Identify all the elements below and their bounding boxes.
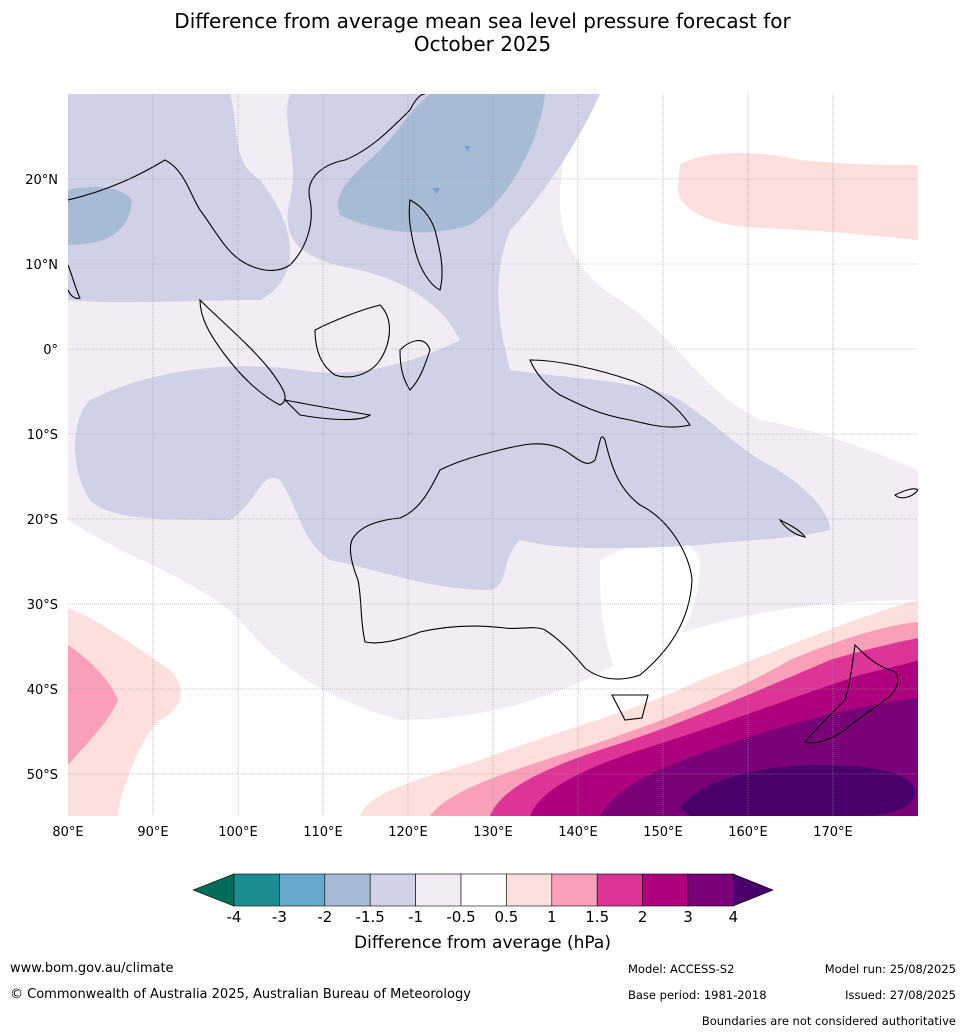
model-run-date: Model run: 25/08/2025 [824, 962, 956, 976]
anomaly-lavender-asia [68, 94, 290, 303]
asia-coastline [68, 94, 426, 271]
graticule [68, 94, 918, 816]
lat-label: 50°S [27, 768, 58, 783]
new-guinea-coastline [529, 359, 691, 428]
colorbar-tick-label: 1.5 [585, 908, 609, 926]
colorbar-swatch [551, 873, 598, 907]
colorbar-tick-label: -1.5 [356, 908, 385, 926]
anomaly-spot-1 [464, 146, 470, 152]
fiji-coastline [894, 488, 918, 499]
colorbar-tick-label: 3 [683, 908, 693, 926]
anomaly-white-east-australia [600, 536, 700, 680]
website-link[interactable]: www.bom.gov.au/climate [10, 961, 174, 976]
india-coastline [68, 264, 81, 299]
longitude-labels: 80°E 90°E 100°E 110°E 120°E 130°E 140°E … [52, 825, 852, 840]
model-name: Model: ACCESS-S2 [628, 962, 735, 976]
issued-date: Issued: 27/08/2025 [845, 988, 956, 1002]
title-line-2: October 2025 [413, 32, 552, 56]
lat-label: 10°S [27, 428, 58, 443]
lon-label: 120°E [388, 825, 428, 840]
anomaly-spot-2 [432, 188, 440, 194]
coastlines [68, 94, 918, 744]
lon-label: 160°E [728, 825, 768, 840]
lat-label: 20°S [27, 513, 58, 528]
anomaly-pink-indian-ocean [68, 608, 181, 816]
colorbar-tick-label: -3 [272, 908, 287, 926]
colorbar-swatch [369, 873, 416, 907]
colorbar-swatch [233, 873, 280, 907]
title-line-1: Difference from average mean sea level p… [174, 9, 791, 33]
lat-label: 40°S [27, 683, 58, 698]
colorbar-label: Difference from average (hPa) [354, 933, 611, 953]
boundary-disclaimer: Boundaries are not considered authoritat… [701, 1014, 956, 1028]
lon-label: 100°E [218, 825, 258, 840]
colorbar-tick-label: -0.5 [446, 908, 475, 926]
sumatra-coastline [199, 298, 286, 406]
lat-label: 30°S [27, 598, 58, 613]
australia-coastline [349, 436, 693, 680]
borneo-coastline [314, 304, 391, 378]
latitude-labels: 20°N 10°N 0° 10°S 20°S 30°S 40°S 50°S [25, 173, 58, 783]
lat-label: 20°N [25, 173, 58, 188]
colorbar-tick-label: -4 [227, 908, 242, 926]
lon-label: 150°E [643, 825, 683, 840]
colorbar-swatch [687, 873, 734, 907]
colorbar-swatch [506, 873, 553, 907]
lon-label: 80°E [52, 825, 83, 840]
lat-label: 0° [43, 343, 58, 358]
pressure-anomaly-field [68, 94, 918, 816]
colorbar-tick-label: 1 [547, 908, 557, 926]
lon-label: 130°E [473, 825, 513, 840]
colorbar-swatch [415, 873, 462, 907]
java-coastline [283, 399, 372, 421]
anomaly-blue-bay-of-bengal [68, 187, 132, 245]
colorbar-swatch [642, 873, 689, 907]
colorbar-tick-label: 2 [638, 908, 648, 926]
tasmania-coastline [611, 694, 649, 721]
colorbar-swatch [460, 873, 507, 907]
lat-label: 10°N [25, 258, 58, 273]
philippines-coastline [408, 199, 443, 291]
new-caledonia-coastline [778, 518, 807, 538]
colorbar-swatch [596, 873, 643, 907]
map-title: Difference from average mean sea level p… [0, 10, 965, 56]
colorbar-extend-low [192, 873, 235, 907]
colorbar-tick-label: -1 [408, 908, 423, 926]
colorbar-tick-label: 0.5 [494, 908, 518, 926]
anomaly-rose-indian-ocean [68, 645, 118, 765]
anomaly-lavender-central [75, 94, 830, 590]
colorbar-tick-label: 4 [729, 908, 739, 926]
colorbar-swatch [279, 873, 326, 907]
copyright-notice: © Commonwealth of Australia 2025, Austra… [10, 987, 471, 1002]
colorbar-swatch [324, 873, 371, 907]
lon-label: 90°E [137, 825, 168, 840]
lon-label: 170°E [813, 825, 853, 840]
colorbar: -4 -3 -2 -1.5 -1 -0.5 0.5 1 1.5 2 3 4 [192, 873, 774, 926]
base-period: Base period: 1981-2018 [628, 988, 767, 1002]
new-zealand-coastline [804, 643, 899, 744]
anomaly-pink-north-pacific [678, 153, 918, 240]
colorbar-extend-high [732, 873, 774, 907]
anomaly-dark-purple-southern-ocean [680, 765, 916, 816]
lon-label: 110°E [303, 825, 343, 840]
lon-label: 140°E [558, 825, 598, 840]
sulawesi-coastline [399, 340, 431, 391]
colorbar-tick-label: -2 [317, 908, 332, 926]
